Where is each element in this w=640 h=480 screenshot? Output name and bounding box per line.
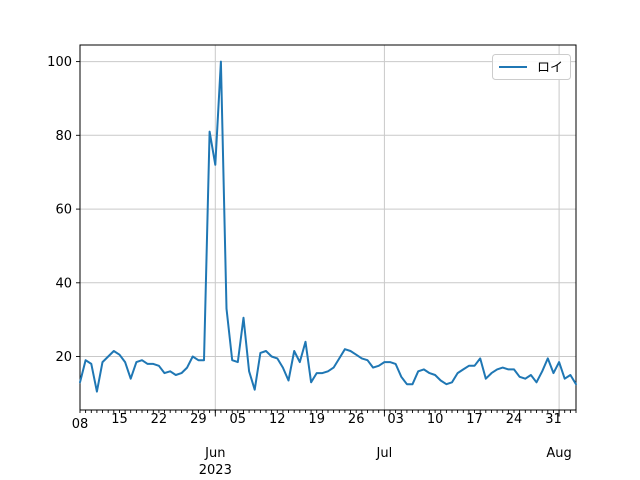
axes-frame <box>79 44 577 411</box>
x-month-label: Jul <box>376 446 393 461</box>
x-year-label: 2023 <box>199 463 232 478</box>
x-tick-label: 31 <box>545 412 562 427</box>
y-tick-label: 20 <box>55 350 72 365</box>
x-tick-label: 19 <box>308 412 325 427</box>
x-tick-label: 05 <box>230 412 247 427</box>
x-tick-label: 17 <box>466 412 483 427</box>
x-tick-label: 26 <box>348 412 365 427</box>
series-line <box>79 60 577 393</box>
y-tick-label: 40 <box>55 276 72 291</box>
x-month-label: Aug <box>546 446 571 461</box>
legend-frame <box>492 54 571 80</box>
y-tick-label: 60 <box>55 203 72 218</box>
x-tick-label: 29 <box>190 412 207 427</box>
x-tick-label: 10 <box>427 412 444 427</box>
y-tick-label: 80 <box>55 129 72 144</box>
x-tick-label: 08 <box>72 417 89 432</box>
x-tick-label: 24 <box>506 412 523 427</box>
x-tick-label: 03 <box>387 412 404 427</box>
y-tick-label: 100 <box>47 55 72 70</box>
legend: ロイ <box>492 54 571 80</box>
x-tick-label: 12 <box>269 412 286 427</box>
x-month-label: Jun <box>204 446 225 461</box>
legend-label: ロイ <box>537 61 563 76</box>
x-tick-label: 15 <box>111 412 128 427</box>
x-tick-label: 22 <box>151 412 168 427</box>
